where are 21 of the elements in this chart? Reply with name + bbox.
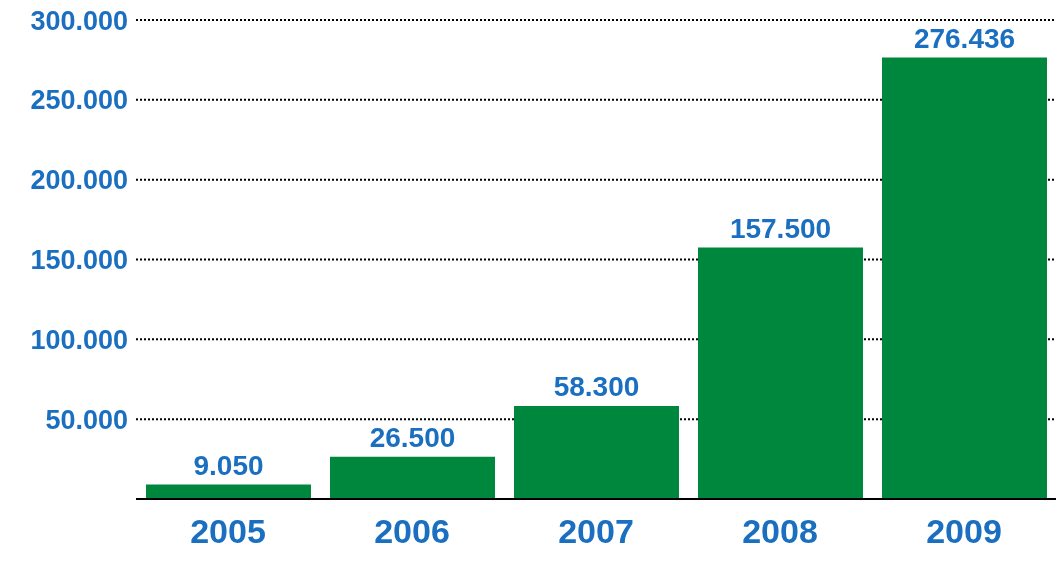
data-label: 9.050 <box>193 449 264 481</box>
x-tick-label: 2007 <box>558 512 634 551</box>
x-tick-label: 2008 <box>742 512 818 551</box>
x-tick-label: 2009 <box>926 512 1002 551</box>
y-tick-label: 50.000 <box>45 404 128 435</box>
bar <box>882 57 1047 499</box>
bar <box>514 405 679 499</box>
y-tick-label: 100.000 <box>30 324 128 355</box>
y-tick-label: 150.000 <box>30 245 128 276</box>
data-label: 276.436 <box>913 22 1016 54</box>
data-label: 58.300 <box>553 370 640 402</box>
x-tick-label: 2005 <box>190 512 266 551</box>
y-tick-label: 250.000 <box>30 85 128 116</box>
y-tick-label: 200.000 <box>30 165 128 196</box>
x-tick-label: 2006 <box>374 512 450 551</box>
bar <box>698 247 863 499</box>
data-label: 157.500 <box>729 212 832 244</box>
bar <box>330 456 495 499</box>
data-label: 26.500 <box>369 421 456 453</box>
bar <box>146 484 311 499</box>
y-tick-label: 300.000 <box>30 5 128 36</box>
